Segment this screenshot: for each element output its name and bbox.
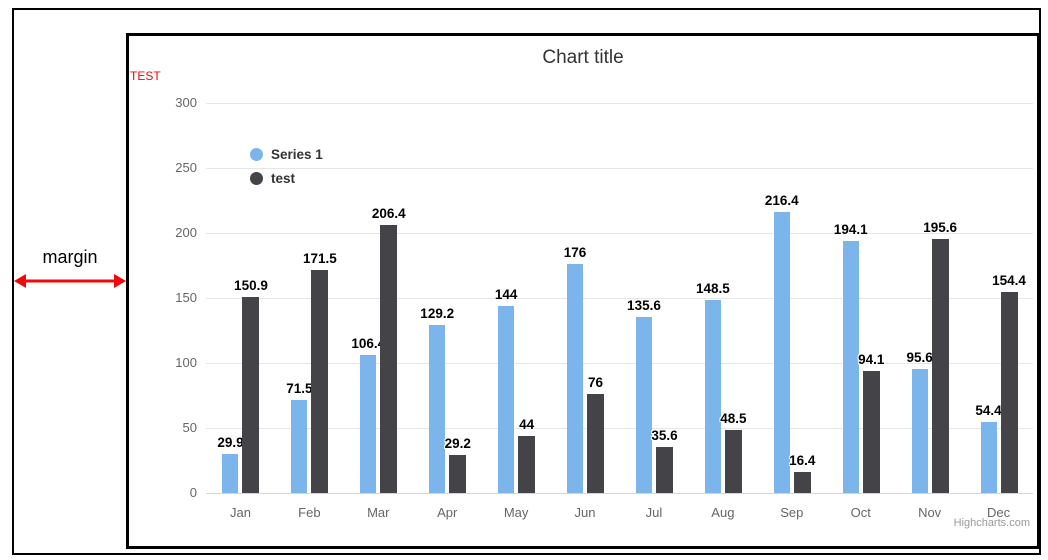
x-axis-label: Nov [918, 505, 942, 520]
x-axis-label: Feb [298, 505, 321, 520]
gridline [206, 298, 1033, 299]
bar-test-jun[interactable] [587, 394, 605, 493]
legend: Series 1 test [250, 142, 323, 190]
data-label: 16.4 [789, 453, 816, 468]
data-label: 48.5 [720, 411, 747, 426]
bar-test-apr[interactable] [449, 455, 467, 493]
x-axis-label: May [503, 505, 529, 520]
data-label: 29.9 [217, 435, 244, 450]
data-label: 35.6 [651, 428, 678, 443]
bar-series-1-jan[interactable] [222, 454, 239, 493]
data-label: 194.1 [833, 222, 868, 237]
data-label: 176 [563, 245, 587, 260]
legend-item-test[interactable]: test [250, 166, 323, 190]
bar-test-feb[interactable] [311, 270, 329, 493]
margin-arrow-icon [14, 274, 126, 288]
x-axis-label: Apr [437, 505, 458, 520]
legend-item-series-1[interactable]: Series 1 [250, 142, 323, 166]
bar-series-1-dec[interactable] [980, 422, 997, 493]
bar-series-1-aug[interactable] [704, 300, 721, 493]
x-axis-line [206, 493, 1033, 494]
gridline [206, 103, 1033, 104]
bar-test-jul[interactable] [655, 447, 673, 493]
data-label: 29.2 [444, 436, 471, 451]
bar-test-nov[interactable] [931, 239, 949, 493]
data-label: 206.4 [371, 206, 406, 221]
outer-frame [12, 8, 1041, 555]
legend-marker-icon [250, 171, 263, 185]
data-label: 148.5 [695, 281, 730, 296]
bar-series-1-jun[interactable] [567, 264, 584, 493]
data-label: 171.5 [302, 251, 337, 266]
x-axis-label: Aug [711, 505, 735, 520]
bar-test-jan[interactable] [242, 297, 260, 493]
y-axis-label: 150 [175, 290, 197, 305]
bar-series-1-feb[interactable] [291, 400, 308, 493]
x-axis-label: Jan [229, 505, 251, 520]
gridline [206, 428, 1033, 429]
y-axis-label: 100 [175, 355, 197, 370]
y-axis-label: 200 [175, 225, 197, 240]
data-label: 76 [588, 375, 604, 390]
data-label: 71.5 [286, 381, 313, 396]
x-axis-label: Sep [780, 505, 804, 520]
legend-item-label: Series 1 [271, 146, 323, 162]
margin-annotation-label: margin [42, 247, 98, 267]
bar-test-mar[interactable] [380, 225, 398, 493]
x-axis-label: Mar [367, 505, 390, 520]
x-axis-label: Jun [574, 505, 596, 520]
y-axis-title: TEST [130, 69, 161, 83]
data-label: 95.6 [906, 350, 933, 365]
highcharts-credits-link[interactable]: Highcharts.com [953, 517, 1030, 529]
bar-series-1-apr[interactable] [429, 325, 446, 493]
y-axis-label: 50 [182, 420, 197, 435]
bar-test-oct[interactable] [862, 371, 880, 493]
y-axis-label: 250 [175, 160, 197, 175]
bar-series-1-may[interactable] [498, 306, 515, 493]
data-label: 154.4 [992, 273, 1026, 288]
x-axis-label: Oct [850, 505, 871, 520]
x-axis-label: Dec [986, 505, 1011, 520]
bar-test-sep[interactable] [793, 472, 811, 493]
data-label: 216.4 [764, 193, 799, 208]
bar-series-1-jul[interactable] [635, 317, 652, 493]
bar-series-1-oct[interactable] [842, 241, 859, 493]
highcharts-chart: Chart title TEST 0 50 100 150 200 250 300 29.9 1… [126, 33, 1040, 549]
gridline [206, 168, 1033, 169]
data-label: 44 [519, 417, 535, 432]
data-label: 94.1 [858, 352, 885, 367]
gridline [206, 363, 1033, 364]
data-label: 195.6 [923, 220, 958, 235]
data-label: 150.9 [234, 278, 268, 293]
data-label: 144 [494, 287, 518, 302]
x-axis-label: Jul [645, 505, 663, 520]
data-label: 129.2 [420, 306, 455, 321]
data-label: 54.4 [975, 403, 1002, 418]
bar-series-1-sep[interactable] [773, 212, 790, 493]
data-label: 135.6 [627, 298, 661, 313]
y-axis-label: 300 [175, 95, 197, 110]
data-label: 106.4 [351, 336, 386, 351]
legend-item-label: test [271, 170, 296, 186]
chart-title: Chart title [542, 47, 624, 68]
gridline [206, 233, 1033, 234]
bar-test-may[interactable] [518, 436, 536, 493]
bar-test-dec[interactable] [1000, 292, 1018, 493]
y-axis-label: 0 [189, 485, 197, 500]
bar-series-1-nov[interactable] [911, 369, 928, 493]
bar-test-aug[interactable] [724, 430, 742, 493]
legend-marker-icon [250, 147, 263, 161]
bar-series-1-mar[interactable] [360, 355, 377, 493]
